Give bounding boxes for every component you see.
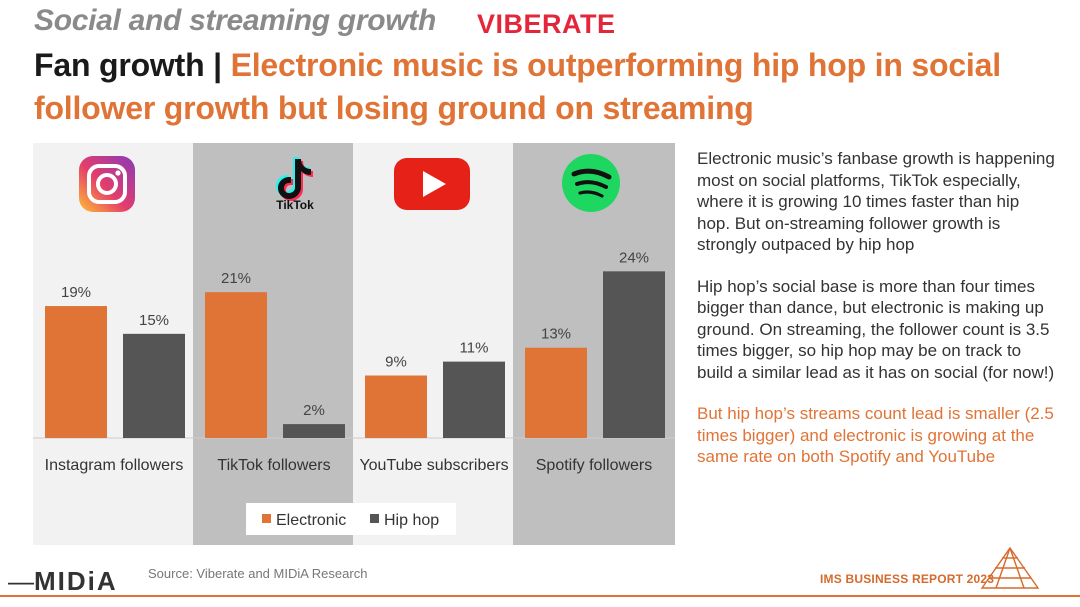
viberate-logo: VIBERATE <box>477 9 616 39</box>
bar-hip-hop <box>603 271 665 438</box>
bar-hip-hop <box>443 361 505 438</box>
bar-value-label: 9% <box>385 354 407 371</box>
commentary-paragraph-1: Electronic music’s fanbase growth is hap… <box>697 149 1055 254</box>
fan-growth-bar-chart: 19% 15% Instagram followers 21% 2% TikTok fol… <box>33 143 675 545</box>
bar-value-label: 21% <box>221 270 251 287</box>
tiktok-icon-wordmark: TikTok <box>276 198 314 212</box>
category-label: Instagram followers <box>45 457 184 474</box>
commentary-paragraph-3: But hip hop’s streams count lead is smal… <box>697 404 1054 466</box>
logo-dash: — <box>8 566 34 596</box>
title-main: Electronic music is outperforming hip ho… <box>34 47 1001 126</box>
source-note: Source: Viberate and MIDiA Research <box>148 566 368 581</box>
bar-value-label: 11% <box>460 340 489 357</box>
commentary-paragraph-2: Hip hop’s social base is more than four … <box>697 276 1055 382</box>
bar-hip-hop <box>283 424 345 438</box>
instagram-icon-dot <box>115 170 121 176</box>
category-label: YouTube subscribers <box>359 457 508 474</box>
report-name: IMS BUSINESS REPORT 2023 <box>820 572 995 586</box>
legend-swatch <box>370 514 379 523</box>
bar-value-label: 19% <box>61 284 91 301</box>
commentary-panel: Electronic music’s fanbase growth is hap… <box>697 148 1057 488</box>
bar-electronic <box>205 292 267 438</box>
slide-title: Fan growth | Electronic music is outperf… <box>34 44 1034 130</box>
bar-electronic <box>525 347 587 438</box>
bar-electronic <box>45 306 107 438</box>
category-label: Spotify followers <box>536 457 653 474</box>
bar-electronic <box>365 375 427 438</box>
instagram-icon-lens <box>96 173 118 195</box>
midia-logo: —MIDiA <box>8 566 118 597</box>
spotify-icon-wave-3 <box>578 190 604 198</box>
instagram-icon-frame <box>87 164 127 204</box>
legend-label: Electronic <box>276 512 346 529</box>
ims-pyramid-icon <box>980 546 1040 589</box>
slide-kicker: Social and streaming growth <box>34 4 436 37</box>
chart-legend <box>246 503 456 535</box>
spotify-icon-wave-2 <box>575 180 608 189</box>
bar-hip-hop <box>123 333 185 438</box>
spotify-icon-wave-1 <box>571 168 612 180</box>
youtube-play-icon <box>423 171 446 197</box>
title-prefix: Fan growth | <box>34 47 231 83</box>
bar-value-label: 24% <box>619 249 649 266</box>
category-label: TikTok followers <box>217 457 330 474</box>
tiktok-icon <box>278 159 311 199</box>
bar-value-label: 2% <box>303 402 325 419</box>
bar-value-label: 15% <box>139 312 169 329</box>
legend-label: Hip hop <box>384 512 439 529</box>
legend-swatch <box>262 514 271 523</box>
bar-value-label: 13% <box>541 326 571 343</box>
midia-logo-text: MIDiA <box>34 566 118 596</box>
footer-divider <box>0 595 1080 597</box>
